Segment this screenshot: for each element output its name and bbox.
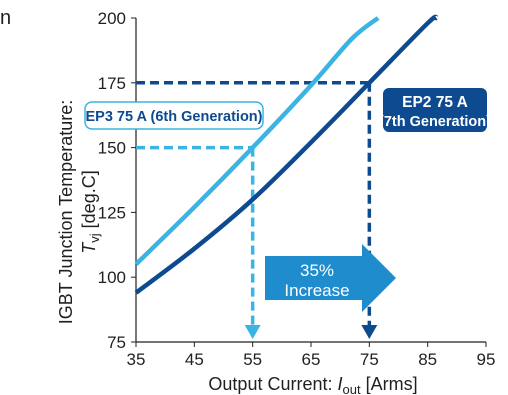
y-tick-label: 150 [98,139,126,158]
svg-text:IGBT Junction Temperature:: IGBT Junction Temperature: [56,100,76,324]
increase-label-line2: Increase [284,281,349,300]
ep2-label-text-line2: (7th Generation) [379,114,491,130]
axis-ticks: 35 45 55 65 75 85 95 75 100 125 150 175 200 [98,9,496,369]
y-tick-label: 125 [98,203,126,222]
x-tick-label: 65 [302,350,321,369]
ref-arrowhead-55 [244,325,261,339]
y-tick-label: 100 [98,268,126,287]
x-tick-label: 85 [418,350,437,369]
x-tick-label: 45 [185,350,204,369]
ep2-label-box [383,88,487,132]
y-tick-label: 200 [98,9,126,28]
y-tick-label: 75 [107,333,126,352]
cropped-caption: n [0,7,10,29]
increase-arrow [265,244,396,312]
ep3-label-text: EP3 75 A (6th Generation) [86,109,263,125]
x-tick-label: 75 [360,350,379,369]
series-ep2-line [134,14,439,295]
svg-text:Tvj [deg.C]: Tvj [deg.C] [79,170,102,253]
callouts: EP3 75 A (6th Generation) EP2 75 A (7th Ge… [84,88,491,312]
ep3-label-box [84,101,264,130]
y-axis-title: IGBT Junction Temperature: Tvj [deg.C] [56,100,102,324]
x-axis-title: Output Current: Iout [Arms] [208,374,417,395]
x-tick-label: 95 [477,350,496,369]
x-tick-label: 55 [243,350,262,369]
x-tick-label: 35 [127,350,146,369]
ref-arrowhead-75 [361,325,378,339]
ep2-label-text-line1: EP2 75 A [402,94,468,111]
series-ep3-line [134,16,380,266]
y-tick-label: 175 [98,74,126,93]
series-lines [134,14,439,295]
increase-label-line1: 35% [300,261,334,280]
